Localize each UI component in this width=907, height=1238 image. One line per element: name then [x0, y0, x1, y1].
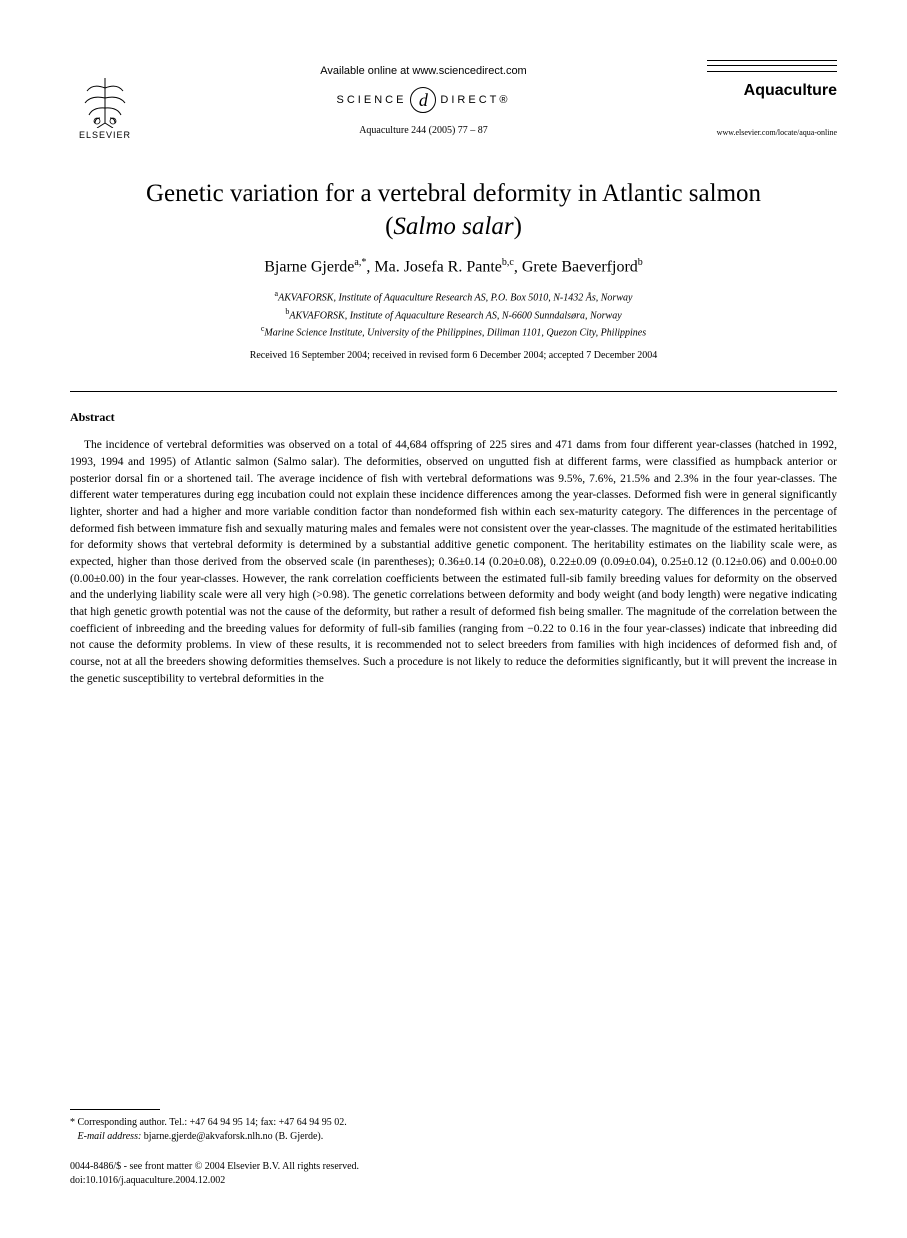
copyright-block: 0044-8486/$ - see front matter © 2004 El… — [70, 1160, 837, 1188]
center-header: Available online at www.sciencedirect.co… — [140, 60, 707, 136]
sd-left: SCIENCE — [337, 94, 407, 106]
author-2: , Ma. Josefa R. Pante — [366, 258, 502, 275]
aff-a-text: AKVAFORSK, Institute of Aquaculture Rese… — [278, 293, 632, 304]
aff-c-text: Marine Science Institute, University of … — [264, 327, 646, 338]
footer-block: * Corresponding author. Tel.: +47 64 94 … — [70, 1109, 837, 1188]
article-title: Genetic variation for a vertebral deform… — [70, 178, 837, 243]
author-1: Bjarne Gjerde — [264, 258, 354, 275]
available-online-text: Available online at www.sciencedirect.co… — [140, 65, 707, 77]
abstract-heading: Abstract — [70, 410, 837, 425]
journal-box: Aquaculture www.elsevier.com/locate/aqua… — [707, 60, 837, 137]
footnote-rule — [70, 1109, 160, 1110]
publisher-name: ELSEVIER — [79, 130, 131, 140]
abstract-divider — [70, 391, 837, 392]
affiliations-block: aAKVAFORSK, Institute of Aquaculture Res… — [70, 288, 837, 340]
corr-text: Corresponding author. Tel.: +47 64 94 95… — [75, 1117, 347, 1128]
title-species: Salmo salar — [393, 213, 513, 240]
affiliation-c: cMarine Science Institute, University of… — [70, 323, 837, 340]
article-dates: Received 16 September 2004; received in … — [70, 350, 837, 361]
abstract-body: The incidence of vertebral deformities w… — [70, 437, 837, 687]
affiliation-a: aAKVAFORSK, Institute of Aquaculture Res… — [70, 288, 837, 305]
header-row: ELSEVIER Available online at www.science… — [70, 60, 837, 140]
science-direct-brand: SCIENCE d DIRECT® — [140, 87, 707, 113]
journal-rule-bottom — [707, 68, 837, 72]
copyright-line1: 0044-8486/$ - see front matter © 2004 El… — [70, 1160, 837, 1174]
author-3: , Grete Baeverfjord — [514, 258, 638, 275]
email-footnote: E-mail address: bjarne.gjerde@akvaforsk.… — [70, 1130, 837, 1144]
author-3-aff: b — [638, 257, 643, 268]
authors-line: Bjarne Gjerdea,*, Ma. Josefa R. Panteb,c… — [70, 257, 837, 276]
corresponding-author-footnote: * Corresponding author. Tel.: +47 64 94 … — [70, 1116, 837, 1130]
title-line1: Genetic variation for a vertebral deform… — [146, 180, 761, 207]
journal-name: Aquaculture — [707, 82, 837, 100]
journal-rule-top — [707, 60, 837, 66]
journal-url: www.elsevier.com/locate/aqua-online — [707, 128, 837, 137]
citation-line: Aquaculture 244 (2005) 77 – 87 — [140, 125, 707, 136]
affiliation-b: bAKVAFORSK, Institute of Aquaculture Res… — [70, 306, 837, 323]
title-paren-close: ) — [514, 213, 522, 240]
email-label: E-mail address: — [78, 1131, 142, 1142]
elsevier-tree-icon — [75, 73, 135, 128]
aff-b-text: AKVAFORSK, Institute of Aquaculture Rese… — [289, 310, 621, 321]
elsevier-logo: ELSEVIER — [70, 60, 140, 140]
doi-line: doi:10.1016/j.aquaculture.2004.12.002 — [70, 1174, 837, 1188]
sd-d-icon: d — [410, 87, 436, 113]
sd-right: DIRECT® — [440, 94, 510, 106]
author-2-aff: b,c — [502, 257, 514, 268]
email-value: bjarne.gjerde@akvaforsk.nlh.no (B. Gjerd… — [141, 1131, 323, 1142]
